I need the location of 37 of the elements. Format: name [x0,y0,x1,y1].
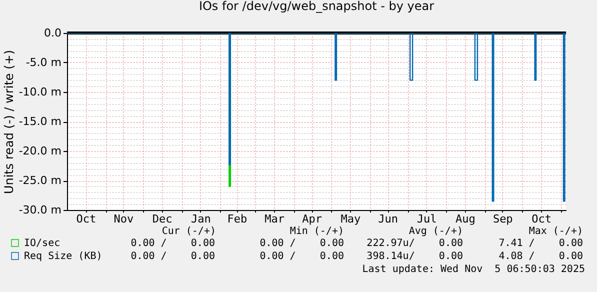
x-tick-label: Jul [416,212,437,226]
chart-title: IOs for /dev/vg/web_snapshot - by year [198,0,434,13]
text: 7.41 / 0.00 [498,238,583,250]
legend-label: Req Size (KB) [24,251,102,262]
text: 0.00 / 0.00 [260,238,344,250]
x-tick-label: May [340,212,361,226]
x-tick-label: Feb [227,212,248,226]
x-tick-label: Oct [532,212,552,226]
legend-label: IO/sec [24,238,60,249]
x-tick-label: Dec [152,212,172,226]
text: Min (-/+) [290,226,344,238]
text: 4.08 / 0.00 [498,251,583,263]
x-tick-label: Oct [76,212,96,226]
x-tick-label: Nov [114,212,134,226]
x-tick-label: Jun [378,212,398,226]
y-tick-label: -10.0 m [18,86,62,98]
text: Last update: Wed Nov 5 06:50:03 2025 [362,264,585,276]
y-tick-label: -30.0 m [18,204,62,216]
text: Avg (-/+) [408,226,463,238]
text: Max (-/+) [528,226,583,238]
y-tick-label: -15.0 m [18,115,62,128]
y-tick-label: 0.0 [44,26,62,40]
x-tick-label: Mar [264,212,285,226]
y-tick-label: -25.0 m [18,174,62,187]
text: 0.00 / 0.00 [260,251,344,263]
y-tick-label: -5.0 m [26,56,62,69]
y-axis-title: Units read (-) / write (+) [2,50,16,194]
x-tick-label: Apr [302,212,322,226]
text: 222.97u/ 0.00 [366,238,463,250]
text: 398.14u/ 0.00 [366,251,463,263]
x-tick-label: Aug [456,212,476,226]
text: 0.00 / 0.00 [130,238,215,250]
text: Cur (-/+) [162,226,216,238]
text: 0.00 / 0.00 [130,251,215,263]
x-tick-label: Jan [191,212,211,226]
x-tick-label: Sep [492,212,513,226]
y-tick-label: -20.0 m [18,144,62,158]
